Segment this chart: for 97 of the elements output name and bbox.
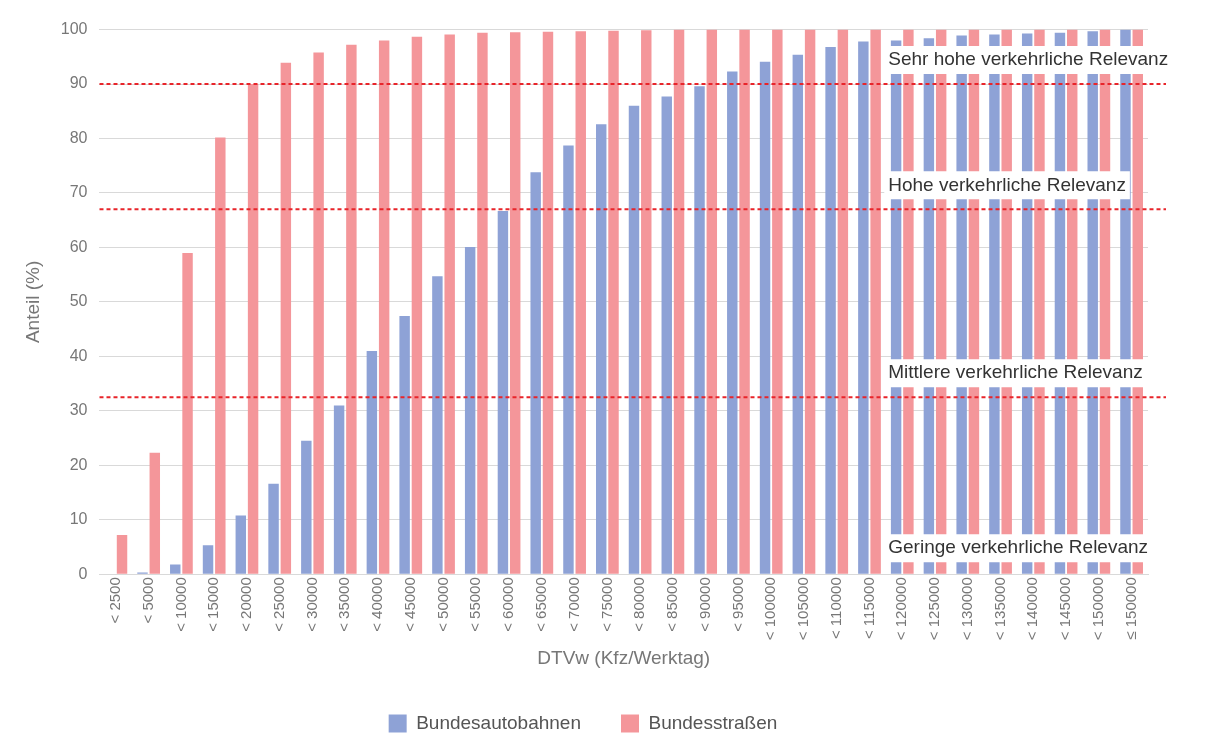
y-tick-label: 80 <box>69 128 88 146</box>
bar <box>280 62 292 574</box>
x-tick-label: < 125000 <box>925 577 943 641</box>
bar <box>464 246 476 574</box>
bar <box>870 29 881 574</box>
x-tick-label: < 5000 <box>138 577 156 624</box>
bar <box>235 515 247 574</box>
bar <box>399 316 410 574</box>
x-tick-label: < 95000 <box>728 577 746 632</box>
bar <box>792 54 804 574</box>
x-tick-label: < 90000 <box>695 577 713 632</box>
bar <box>313 52 324 574</box>
x-tick-label: < 25000 <box>269 577 287 632</box>
bar <box>858 41 869 574</box>
y-tick-label: 0 <box>78 564 88 582</box>
x-tick-label: < 145000 <box>1056 577 1074 641</box>
bar <box>333 405 345 574</box>
y-tick-label: 20 <box>69 455 88 473</box>
bar <box>575 31 586 574</box>
annotation: Geringe verkehrliche Relevanz <box>888 536 1149 558</box>
bar <box>542 31 554 574</box>
bar <box>825 47 836 574</box>
x-tick-label: < 20000 <box>237 577 255 632</box>
bar <box>477 32 488 574</box>
bar <box>530 172 541 574</box>
bar <box>202 545 214 574</box>
y-tick-label: 10 <box>69 510 88 528</box>
legend-label: Bundesautobahnen <box>416 711 581 733</box>
bar <box>759 61 771 574</box>
bar <box>641 30 652 574</box>
x-tick-label: < 10000 <box>171 577 189 632</box>
y-tick-label: 50 <box>69 292 88 310</box>
y-tick-label: 100 <box>60 20 88 38</box>
x-tick-label: < 135000 <box>990 577 1008 641</box>
x-tick-label: < 75000 <box>597 577 615 632</box>
x-tick-label: < 100000 <box>761 577 779 641</box>
x-axis-title: DTVw (Kfz/Werktag) <box>537 646 711 668</box>
x-tick-label: < 80000 <box>630 577 648 632</box>
x-tick-label: < 45000 <box>400 577 418 632</box>
bar <box>366 350 378 574</box>
ref-line-label: Sehr hohe verkehrliche Relevanz <box>888 48 1169 70</box>
x-tick-label: < 60000 <box>499 577 517 632</box>
bar <box>170 564 181 574</box>
bar <box>661 96 672 574</box>
bar <box>149 452 161 574</box>
bar <box>215 137 226 574</box>
y-tick-label: 60 <box>69 237 88 255</box>
bar <box>444 34 455 574</box>
y-tick-label: 40 <box>69 346 88 364</box>
bar <box>509 32 521 574</box>
x-tick-label: ≤ 150000 <box>1121 577 1139 640</box>
x-tick-label: < 150000 <box>1088 577 1106 641</box>
x-tick-label: < 130000 <box>957 577 975 641</box>
x-tick-label: < 65000 <box>531 577 549 632</box>
x-tick-label: < 115000 <box>859 577 877 640</box>
bar <box>346 44 357 574</box>
y-tick-label: 70 <box>69 183 88 201</box>
y-tick-label: 30 <box>69 401 88 419</box>
bar <box>378 40 390 574</box>
bar <box>497 210 509 574</box>
bar <box>706 29 718 574</box>
bar <box>563 145 574 574</box>
x-tick-label: < 105000 <box>794 577 812 641</box>
bar <box>673 29 685 574</box>
x-tick-label: < 70000 <box>564 577 582 632</box>
x-tick-label: < 35000 <box>335 577 353 632</box>
x-tick-label: < 55000 <box>466 577 484 632</box>
bar <box>694 86 705 574</box>
bar <box>628 105 640 574</box>
bar <box>432 276 443 574</box>
bar <box>727 71 738 574</box>
legend-label: Bundesstraßen <box>648 711 778 733</box>
bar <box>739 29 750 574</box>
x-tick-label: < 40000 <box>368 577 386 632</box>
x-tick-label: < 85000 <box>663 577 681 632</box>
ref-line-label: Hohe verkehrliche Relevanz <box>888 173 1126 195</box>
x-tick-label: < 15000 <box>204 577 222 632</box>
x-tick-label: < 120000 <box>892 577 910 641</box>
bar <box>116 535 128 574</box>
y-axis-title: Anteil (%) <box>21 260 43 344</box>
x-tick-label: < 140000 <box>1023 577 1041 641</box>
bar <box>837 29 849 574</box>
bar <box>608 30 619 574</box>
bar <box>772 29 783 574</box>
y-tick-label: 90 <box>69 74 88 92</box>
bar <box>301 440 312 574</box>
x-tick-label: < 50000 <box>433 577 451 632</box>
x-tick-label: < 110000 <box>826 577 844 640</box>
bar <box>804 29 816 574</box>
bar <box>268 483 279 574</box>
ref-line-label: Mittlere verkehrliche Relevanz <box>888 361 1143 383</box>
bar <box>247 84 259 574</box>
x-tick-label: < 2500 <box>106 577 124 624</box>
bar <box>596 124 607 574</box>
x-tick-label: < 30000 <box>302 577 320 632</box>
bar <box>182 252 193 574</box>
bar <box>411 36 423 574</box>
